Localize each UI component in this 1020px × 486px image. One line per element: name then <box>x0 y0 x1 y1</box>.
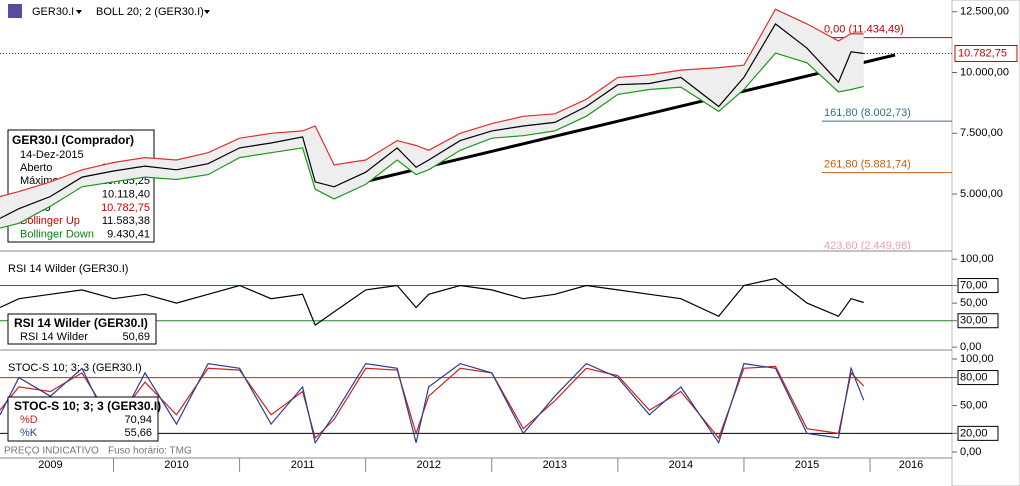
panel-title: RSI 14 Wilder (GER30.I) <box>8 263 128 275</box>
y-tick-label: 12.500,00 <box>960 6 1009 18</box>
info-date: 14-Dez-2015 <box>20 149 84 161</box>
price-axis <box>951 0 1020 486</box>
legend-value: 70,94 <box>124 414 152 426</box>
y-tick-label: 80,00 <box>960 371 988 383</box>
x-tick-label: 2014 <box>669 459 693 471</box>
x-tick-label: 2011 <box>291 459 315 471</box>
x-tick-label: 2013 <box>543 459 567 471</box>
tick-label-box <box>957 313 999 329</box>
last-price-label: 10.782,75 <box>958 47 1007 59</box>
x-tick-label: 2009 <box>38 459 62 471</box>
band-fill <box>0 9 864 229</box>
plot-area: 0,00 (11.434,49) 161,80 (8.002,73) 261,80 … <box>0 8 952 252</box>
panel-title: STOC-S 10; 3; 3 (GER30.I) <box>8 362 142 374</box>
info-row-value: 10.782,75 <box>101 202 150 214</box>
tick-label-box <box>957 370 999 386</box>
x-tick-label: 2012 <box>416 459 440 471</box>
info-row-value: 10.118,40 <box>102 189 150 201</box>
x-tick-label: 2010 <box>164 459 188 471</box>
tick-label-box <box>957 278 999 294</box>
info-row-label: Bollinger Up <box>20 215 80 227</box>
plot-area <box>0 277 952 327</box>
symbol-icon[interactable] <box>8 4 22 18</box>
series-line <box>0 277 864 327</box>
indicator-label[interactable]: BOLL 20; 2 (GER30.I) <box>96 6 204 18</box>
plot-area <box>0 362 952 445</box>
y-tick-label: 50,00 <box>960 399 988 411</box>
y-tick-label: 70,00 <box>960 279 988 291</box>
legend-name: %D <box>20 414 38 426</box>
legend-title: STOC-S 10; 3; 3 (GER30.I) <box>14 399 161 413</box>
legend-value: 50,69 <box>122 331 150 343</box>
y-tick-label: 30,00 <box>960 315 988 327</box>
info-row-label: Aberto <box>20 162 52 174</box>
y-tick-label: 10.000,00 <box>960 66 1009 78</box>
panel: 0,00 (11.434,49) 161,80 (8.002,73) 261,80 … <box>0 8 952 252</box>
legend-name: %K <box>20 427 38 439</box>
legend-value: 55,66 <box>124 427 152 439</box>
y-tick-label: 100,00 <box>960 353 994 365</box>
legend-box <box>7 396 159 442</box>
info-row-value: 9.430,41 <box>107 228 150 240</box>
fib-label: 423,60 (2.449,98) <box>824 240 911 252</box>
info-title: GER30.I (Comprador) <box>12 133 134 147</box>
y-tick-label: 5.000,00 <box>960 188 1003 200</box>
series-line <box>0 52 864 229</box>
panel <box>0 362 952 445</box>
y-tick-label: 7.500,00 <box>960 127 1003 139</box>
y-tick-label: 100,00 <box>960 253 994 265</box>
fib-label: 0,00 (11.434,49) <box>824 24 904 36</box>
last-price-box <box>954 44 1018 62</box>
series-line <box>0 362 865 445</box>
panel <box>0 277 952 327</box>
y-tick-label: 20,00 <box>960 427 988 439</box>
symbol-label[interactable]: GER30.I <box>32 6 74 18</box>
fib-label: 261,80 (5.881,74) <box>824 159 911 171</box>
legend-title: RSI 14 Wilder (GER30.I) <box>14 316 148 330</box>
y-tick-label: 50,00 <box>960 297 988 309</box>
footer-timezone: Fuso horário: TMG <box>108 446 192 457</box>
legend-name: RSI 14 Wilder <box>20 331 88 343</box>
footer-note: PREÇO INDICATIVO <box>4 446 99 457</box>
series-line <box>0 23 864 219</box>
series-line <box>0 8 864 198</box>
info-row-label: Bollinger Down <box>20 228 94 240</box>
info-row-value: 11.583,38 <box>102 215 150 227</box>
x-tick-label: 2015 <box>795 459 819 471</box>
y-tick-label: 0,00 <box>960 446 981 458</box>
x-tick-label: 2016 <box>899 459 923 471</box>
y-tick-label: 0,00 <box>960 341 981 353</box>
legend-box <box>7 313 157 345</box>
tick-label-box <box>957 425 999 441</box>
fib-label: 161,80 (8.002,73) <box>824 107 911 119</box>
